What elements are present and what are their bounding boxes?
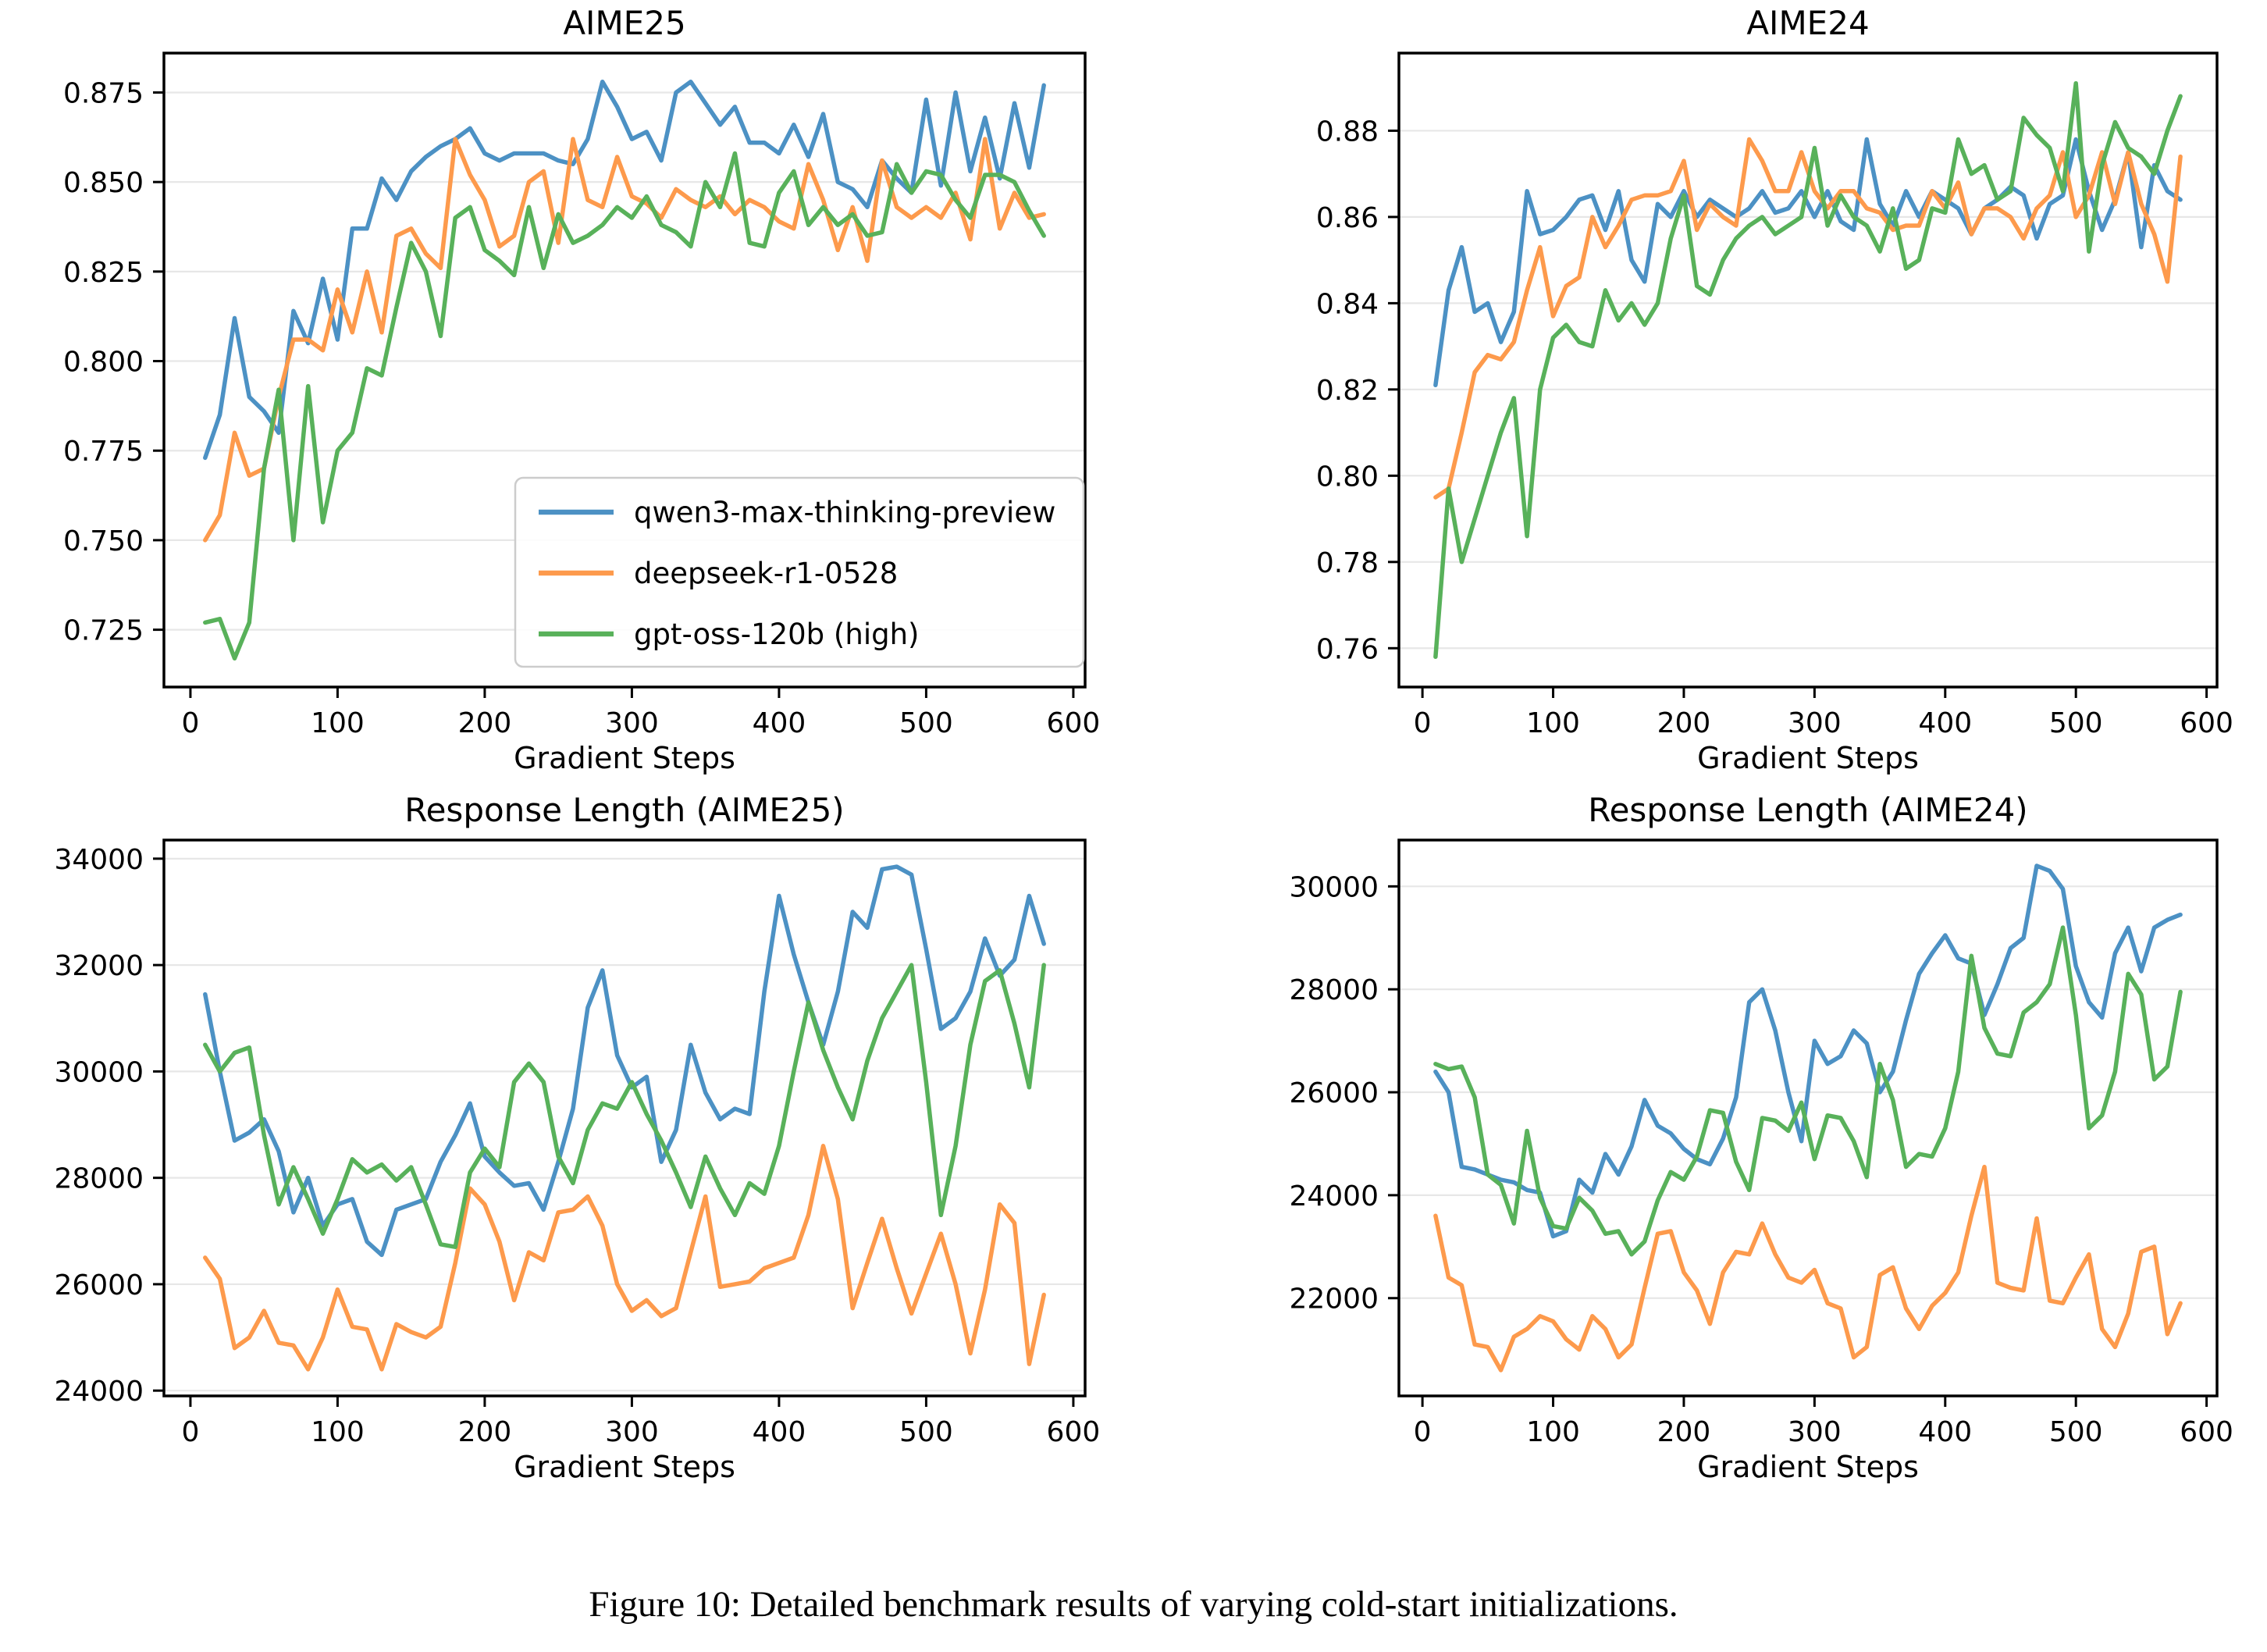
y-tick-label: 24000: [54, 1376, 144, 1408]
legend-label-gpt-oss-120b-high-: gpt-oss-120b (high): [634, 618, 919, 651]
chart-grid: AIME25 0 100 200 300 400 500 600 0.725 0.750 0.775…: [0, 0, 2267, 1491]
series-line-deepseek-r1-0528: [203, 1144, 1046, 1372]
x-tick-label: 600: [1047, 1416, 1101, 1448]
chart-cell-resp-len-aime24: Response Length (AIME24) 0 100 200 300 400 500…: [1134, 789, 2267, 1491]
x-tick-label: 600: [2180, 1416, 2233, 1448]
x-tick-label: 100: [311, 707, 365, 739]
y-tick-label: 0.84: [1316, 288, 1379, 320]
legend-box: [514, 476, 1085, 668]
y-tick-label: 0.825: [63, 257, 144, 289]
series-line-qwen3-max-thinking-preview: [203, 79, 1046, 461]
plot-border: [1397, 52, 2219, 689]
y-tick-label: 30000: [1289, 871, 1379, 903]
series-line-deepseek-r1-0528: [1433, 1164, 2183, 1373]
x-tick-label: 100: [311, 1416, 365, 1448]
y-tick-label: 22000: [1289, 1284, 1379, 1316]
plot-border: [162, 838, 1087, 1397]
y-tick-label: 0.725: [63, 615, 144, 647]
x-tick-label: 100: [1526, 1416, 1580, 1448]
x-tick-label: 500: [2049, 707, 2103, 739]
y-tick-label: 0.76: [1316, 633, 1379, 665]
y-tick-label: 0.850: [63, 167, 144, 199]
y-tick-label: 0.80: [1316, 461, 1379, 493]
chart-title: AIME25: [563, 4, 685, 42]
series-line-qwen3-max-thinking-preview: [203, 864, 1046, 1258]
x-tick-label: 100: [1526, 707, 1580, 739]
x-tick-label: 600: [1047, 707, 1101, 739]
y-tick-label: 34000: [54, 844, 144, 876]
x-tick-label: 300: [1788, 1416, 1842, 1448]
x-tick-label: 500: [899, 1416, 953, 1448]
x-tick-label: 400: [753, 707, 806, 739]
legend-label-qwen3-max-thinking-preview: qwen3-max-thinking-preview: [634, 496, 1055, 529]
x-axis-label: Gradient Steps: [514, 1450, 735, 1484]
x-tick-label: 0: [181, 707, 199, 739]
y-tick-label: 0.800: [63, 347, 144, 379]
x-tick-label: 0: [1414, 1416, 1432, 1448]
series-line-gpt-oss-120b-high-: [203, 151, 1046, 661]
series-line-qwen3-max-thinking-preview: [1433, 137, 2183, 388]
legend: qwen3-max-thinking-preview deepseek-r1-05…: [514, 476, 1085, 668]
y-tick-label: 28000: [1289, 974, 1379, 1006]
chart-cell-aime25: AIME25 0 100 200 300 400 500 600 0.725 0.750 0.775…: [0, 0, 1134, 789]
x-tick-label: 0: [1414, 707, 1432, 739]
x-tick-label: 200: [458, 707, 512, 739]
x-tick-label: 400: [1918, 707, 1972, 739]
series-line-qwen3-max-thinking-preview: [1433, 863, 2183, 1239]
chart-aime24: AIME24 0 100 200 300 400 500 600 0.76 0.78 0.80 0.8…: [1316, 4, 2233, 775]
series-line-gpt-oss-120b-high-: [1433, 925, 2183, 1257]
x-tick-label: 500: [2049, 1416, 2103, 1448]
y-tick-label: 0.78: [1316, 547, 1379, 579]
series-line-gpt-oss-120b-high-: [1433, 80, 2183, 660]
plot-border: [162, 52, 1087, 689]
x-tick-label: 600: [2180, 707, 2233, 739]
x-tick-label: 0: [181, 1416, 199, 1448]
y-tick-label: 0.775: [63, 436, 144, 468]
figure-caption: Figure 10: Detailed benchmark results of…: [589, 1584, 1678, 1625]
y-tick-label: 26000: [1289, 1077, 1379, 1109]
x-axis-label: Gradient Steps: [1697, 741, 1919, 775]
x-tick-label: 400: [1918, 1416, 1972, 1448]
chart-cell-resp-len-aime25: Response Length (AIME25) 0 100 200 300 400 500…: [0, 789, 1134, 1491]
y-tick-label: 0.875: [63, 77, 144, 109]
y-tick-label: 24000: [1289, 1180, 1379, 1212]
x-tick-label: 200: [1657, 707, 1711, 739]
y-tick-label: 0.86: [1316, 202, 1379, 234]
x-axis-label: Gradient Steps: [514, 741, 735, 775]
x-tick-label: 500: [899, 707, 953, 739]
legend-label-deepseek-r1-0528: deepseek-r1-0528: [634, 557, 898, 590]
x-tick-label: 300: [605, 1416, 659, 1448]
y-tick-label: 0.88: [1316, 116, 1379, 148]
y-tick-label: 28000: [54, 1163, 144, 1195]
series-line-deepseek-r1-0528: [203, 137, 1046, 543]
chart-aime25: AIME25 0 100 200 300 400 500 600 0.725 0.750 0.775…: [63, 4, 1101, 775]
x-tick-label: 200: [458, 1416, 512, 1448]
y-tick-label: 30000: [54, 1056, 144, 1088]
x-tick-label: 400: [753, 1416, 806, 1448]
chart-title: Response Length (AIME25): [404, 791, 844, 829]
y-tick-label: 26000: [54, 1269, 144, 1301]
y-tick-label: 32000: [54, 950, 144, 982]
x-axis-label: Gradient Steps: [1697, 1450, 1919, 1484]
chart-title: AIME24: [1746, 4, 1869, 42]
series-line-gpt-oss-120b-high-: [203, 963, 1046, 1249]
y-tick-label: 0.82: [1316, 375, 1379, 407]
chart-cell-aime24: AIME24 0 100 200 300 400 500 600 0.76 0.78 0.80 0.8…: [1134, 0, 2267, 789]
chart-response-length-aime24: Response Length (AIME24) 0 100 200 300 400 500…: [1289, 791, 2233, 1484]
x-tick-label: 300: [605, 707, 659, 739]
chart-title: Response Length (AIME24): [1588, 791, 2027, 829]
y-tick-label: 0.750: [63, 525, 144, 557]
x-tick-label: 300: [1788, 707, 1842, 739]
chart-response-length-aime25: Response Length (AIME25) 0 100 200 300 400 500…: [54, 791, 1101, 1484]
plot-border: [1397, 838, 2219, 1397]
x-tick-label: 200: [1657, 1416, 1711, 1448]
